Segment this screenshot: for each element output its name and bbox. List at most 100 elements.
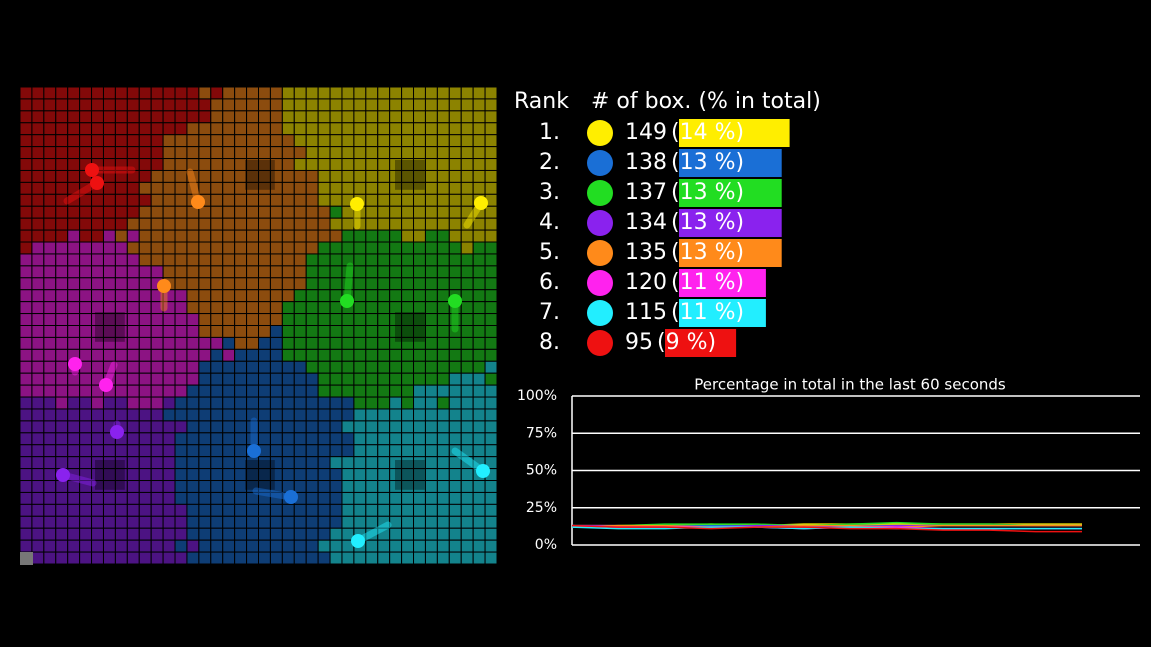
map-cell: [448, 503, 462, 517]
map-cell: [448, 193, 462, 207]
map-cell: [472, 265, 486, 279]
map-cell: [258, 205, 271, 219]
map-cell: [234, 241, 248, 255]
map-cell: [460, 265, 474, 279]
map-cell: [186, 265, 200, 279]
map-cell: [424, 265, 438, 279]
map-cell: [281, 551, 295, 565]
map-cell: [472, 169, 486, 183]
map-cell: [234, 527, 248, 541]
map-cell: [222, 265, 236, 279]
map-cell: [258, 539, 271, 553]
map-cell: [413, 408, 426, 422]
map-cell: [138, 98, 152, 112]
map-cell: [341, 134, 355, 148]
map-cell: [413, 241, 426, 255]
map-cell: [365, 217, 379, 231]
map-cell: [138, 551, 152, 565]
map-cell: [91, 146, 104, 160]
map-cell: [472, 313, 486, 327]
map-cell: [436, 503, 450, 517]
map-cell: [389, 253, 403, 267]
series-line: [571, 524, 1082, 528]
map-cell: [401, 384, 415, 398]
map-cell: [126, 110, 140, 124]
map-cell: [198, 217, 212, 231]
map-cell: [472, 551, 486, 565]
map-cell: [448, 372, 462, 386]
map-cell: [234, 396, 248, 410]
map-cell: [293, 503, 307, 517]
map-cell: [424, 503, 438, 517]
map-cell: [43, 289, 57, 303]
map-cell: [43, 253, 57, 267]
map-cell: [162, 348, 176, 362]
map-cell: [484, 491, 498, 505]
map-cell: [138, 169, 152, 183]
map-cell: [55, 86, 69, 100]
map-cell: [67, 408, 81, 422]
map-cell: [269, 360, 283, 374]
map-cell: [424, 468, 438, 482]
map-cell: [114, 229, 128, 243]
map-cell: [353, 396, 367, 410]
map-cell: [317, 217, 331, 231]
map-cell: [365, 265, 379, 279]
map-cell: [114, 360, 128, 374]
map-cell: [114, 205, 128, 219]
map-cell: [484, 432, 498, 446]
map-cell: [91, 539, 104, 553]
map-cell: [436, 301, 450, 315]
map-cell: [198, 122, 212, 136]
map-cell: [329, 241, 343, 255]
map-cell: [162, 432, 176, 446]
map-cell: [401, 134, 415, 148]
map-cell: [424, 456, 438, 470]
map-cell: [293, 241, 307, 255]
map-cell: [102, 551, 116, 565]
map-cell: [484, 158, 498, 171]
map-cell: [198, 253, 212, 267]
map-cell: [472, 539, 486, 553]
map-cell: [31, 336, 45, 350]
player-color: [587, 330, 613, 356]
map-cell: [377, 217, 391, 231]
map-cell: [317, 539, 331, 553]
map-cell: [162, 169, 176, 183]
map-cell: [424, 491, 438, 505]
map-cell: [436, 181, 450, 195]
spawn-box: [245, 460, 275, 490]
map-cell: [305, 444, 319, 458]
map-cell: [19, 396, 33, 410]
map-cell: [424, 336, 438, 350]
map-cell: [114, 98, 128, 112]
map-cell: [114, 444, 128, 458]
map-cell: [234, 432, 248, 446]
map-cell: [293, 98, 307, 112]
map-cell: [305, 289, 319, 303]
map-cell: [138, 181, 152, 195]
map-cell: [210, 229, 224, 243]
map-cell: [305, 336, 319, 350]
map-cell: [162, 241, 176, 255]
map-cell: [389, 98, 403, 112]
map-cell: [186, 325, 200, 338]
map-cell: [222, 372, 236, 386]
map-cell: [234, 301, 248, 315]
map-cell: [413, 134, 426, 148]
map-cell: [31, 396, 45, 410]
map-cell: [19, 98, 33, 112]
map-cell: [365, 539, 379, 553]
map-cell: [162, 515, 176, 529]
map-cell: [43, 348, 57, 362]
map-cell: [138, 372, 152, 386]
map-cell: [186, 146, 200, 160]
map-cell: [460, 193, 474, 207]
map-cell: [138, 110, 152, 124]
map-cell: [91, 348, 104, 362]
y-tick-label: 50%: [526, 463, 557, 479]
map-cell: [55, 158, 69, 171]
map-cell: [436, 146, 450, 160]
map-cell: [401, 265, 415, 279]
spawn-box: [395, 312, 425, 342]
